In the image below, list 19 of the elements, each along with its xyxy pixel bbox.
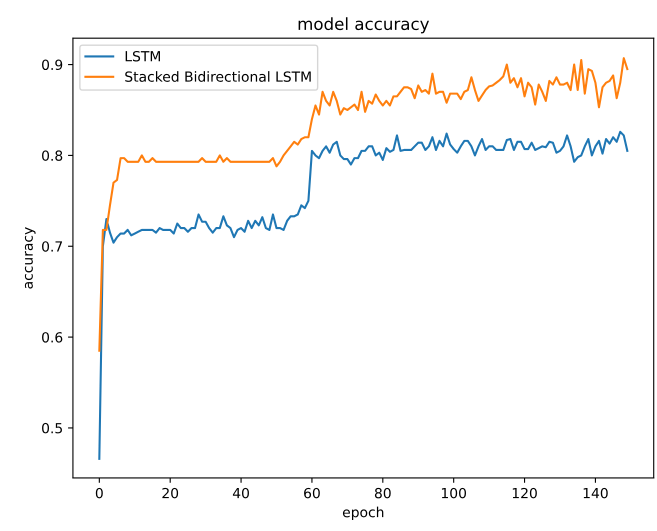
chart-title: model accuracy [298, 17, 430, 34]
legend-label: Stacked Bidirectional LSTM [125, 71, 311, 82]
y-tick-label: 0.9 [42, 60, 62, 70]
x-axis-title: epoch [342, 506, 384, 520]
line-series [98, 130, 628, 460]
x-tick-label: 20 [162, 488, 178, 498]
y-tick-label: 0.8 [42, 150, 62, 161]
x-tick-label: 100 [442, 488, 466, 498]
x-tick-label: 0 [96, 488, 103, 498]
x-tick-label: 60 [304, 488, 320, 498]
x-tick-label: 140 [584, 488, 608, 498]
y-tick-label: 0.7 [42, 241, 62, 252]
x-tick-label: 40 [232, 488, 249, 498]
x-tick-label: 120 [512, 488, 537, 498]
y-tick-label: 0.6 [42, 332, 62, 343]
y-tick-label: 0.5 [42, 422, 62, 434]
x-tick-label: 80 [374, 488, 391, 498]
y-axis-title: accuracy [24, 227, 36, 289]
legend-label: LSTM [126, 50, 160, 62]
